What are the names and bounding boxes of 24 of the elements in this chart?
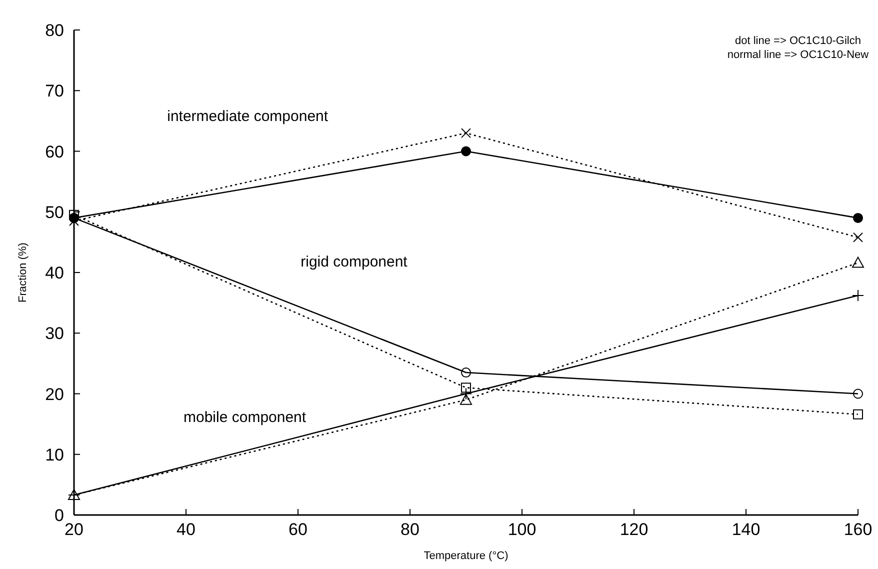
annotation: rigid component: [300, 253, 408, 270]
y-tick-label: 70: [45, 82, 64, 101]
y-tick-label: 20: [45, 384, 64, 404]
y-tick-label: 30: [45, 324, 64, 344]
annotation: dot line => OC1C10-Gilch: [735, 35, 861, 47]
y-tick-label: 40: [45, 264, 64, 282]
x-tick-label: 160: [844, 520, 872, 539]
y-tick-label: 0: [54, 506, 64, 525]
y-tick-label: 50: [45, 202, 64, 222]
y-axis-title: Fraction (%): [17, 242, 29, 302]
annotation: normal line => OC1C10-New: [727, 49, 869, 61]
y-tick-label: 60: [45, 142, 64, 162]
x-tick-label: 20: [64, 520, 84, 539]
x-tick-label: 60: [288, 520, 308, 539]
annotation: intermediate component: [167, 108, 329, 125]
y-tick-label: 10: [45, 445, 64, 464]
x-tick-label: 120: [620, 520, 648, 539]
x-tick-label: 140: [732, 520, 760, 539]
x-axis-title: Temperature (°C): [424, 550, 508, 562]
x-tick-label: 40: [176, 520, 196, 539]
x-tick-label: 100: [508, 520, 536, 539]
annotation: mobile component: [184, 409, 307, 426]
x-tick-label: 80: [400, 520, 420, 539]
y-tick-label: 80: [45, 21, 64, 40]
